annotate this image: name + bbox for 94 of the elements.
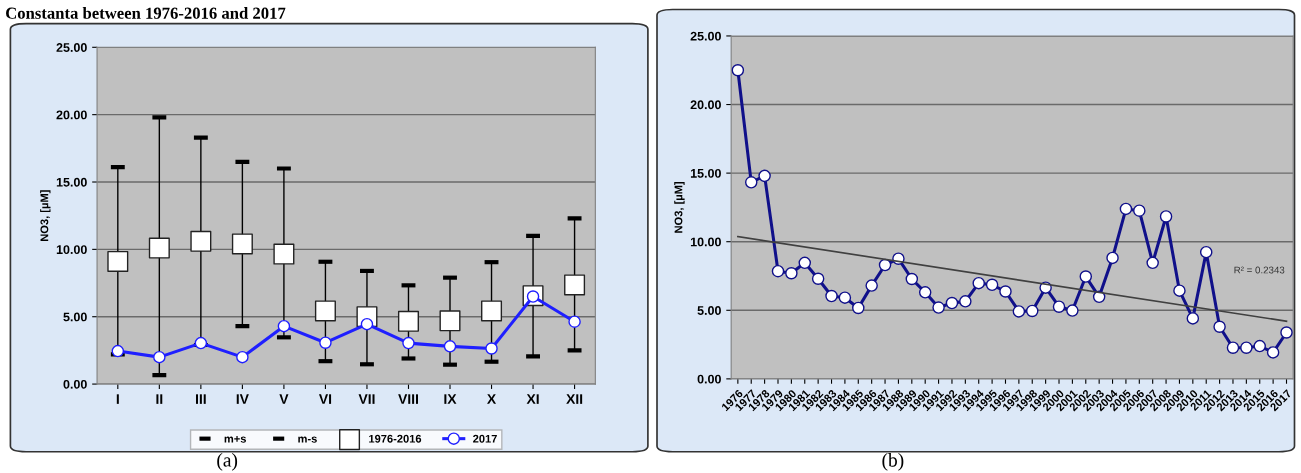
text: (a) xyxy=(217,453,238,471)
point xyxy=(852,301,865,315)
point xyxy=(1012,305,1026,318)
point xyxy=(319,336,332,349)
point xyxy=(443,340,457,353)
y-tick-label: 0.00 xyxy=(63,379,87,389)
point xyxy=(731,63,745,77)
point xyxy=(111,344,125,358)
point xyxy=(148,237,170,259)
legend-label: 1976-2016 xyxy=(369,434,422,443)
point xyxy=(153,350,166,364)
point xyxy=(402,336,415,350)
x-tick-label: IX xyxy=(444,394,457,404)
point xyxy=(785,267,798,280)
point xyxy=(798,256,812,270)
y-tick-label: 10.00 xyxy=(690,237,721,247)
point xyxy=(1133,204,1146,217)
point xyxy=(481,300,503,322)
point xyxy=(1052,300,1066,313)
x-tick-label: II xyxy=(156,394,163,404)
point xyxy=(1146,256,1159,270)
point xyxy=(1186,312,1200,325)
text: Constanta between 1976-2016 and 2017 xyxy=(6,7,286,19)
x-tick-label: X xyxy=(487,394,497,404)
text: (b) xyxy=(882,453,904,471)
point xyxy=(314,300,336,322)
point xyxy=(918,286,932,299)
point xyxy=(825,289,838,303)
point xyxy=(999,285,1012,298)
y-tick-label: 0.00 xyxy=(697,374,721,384)
point xyxy=(1159,210,1173,223)
annotation: R² = 0.2343 xyxy=(1234,266,1285,274)
point xyxy=(758,169,771,183)
y-tick-label: 10.00 xyxy=(56,245,87,255)
point xyxy=(1066,304,1079,317)
point xyxy=(1079,270,1093,283)
y-tick-label: 20.00 xyxy=(690,100,721,110)
point xyxy=(985,278,999,292)
y-tick-label: 15.00 xyxy=(56,177,87,187)
y-tick-label: 20.00 xyxy=(56,110,87,120)
point xyxy=(1025,304,1039,318)
point xyxy=(439,310,461,332)
point xyxy=(811,272,825,285)
point xyxy=(771,264,785,278)
x-tick-label: VIII xyxy=(398,394,418,404)
x-tick-label: VII xyxy=(358,394,375,404)
point xyxy=(959,295,972,308)
point xyxy=(1253,339,1266,353)
x-tick-label: VI xyxy=(318,394,332,404)
point xyxy=(273,243,295,265)
point xyxy=(1213,320,1226,333)
point xyxy=(905,272,919,286)
point xyxy=(1226,341,1240,354)
point xyxy=(744,176,758,189)
x-tick-label: I xyxy=(116,394,119,404)
point xyxy=(945,296,959,310)
legend-label: 2017 xyxy=(473,434,497,443)
y-tick-label: 25.00 xyxy=(56,43,87,52)
text: m+s xyxy=(224,436,246,443)
x-tick-label: V xyxy=(279,394,289,404)
y-tick-label: 15.00 xyxy=(690,168,721,178)
point xyxy=(878,258,892,272)
y-axis-title: NO3, [µM] xyxy=(40,190,51,241)
point xyxy=(190,230,212,252)
point xyxy=(1280,326,1293,339)
y-axis-title: NO3, [µM] xyxy=(674,181,685,233)
point xyxy=(360,317,374,331)
x-tick-label: III xyxy=(196,394,206,404)
point xyxy=(231,233,253,255)
y-tick-label: 5.00 xyxy=(697,306,721,315)
point xyxy=(932,301,945,314)
point xyxy=(1119,202,1133,216)
x-tick-label: XI xyxy=(526,394,539,404)
point xyxy=(236,350,249,364)
point xyxy=(1173,284,1186,297)
y-tick-label: 25.00 xyxy=(690,31,721,41)
point xyxy=(1199,245,1213,259)
point xyxy=(397,310,419,332)
point xyxy=(107,250,129,273)
point xyxy=(972,276,985,290)
point xyxy=(865,279,878,292)
point xyxy=(568,315,581,328)
point xyxy=(485,342,498,355)
x-tick-label: IV xyxy=(236,394,249,404)
point xyxy=(1240,341,1253,354)
point xyxy=(564,274,586,296)
point xyxy=(194,336,208,350)
point xyxy=(838,291,852,304)
y-tick-label: 5.00 xyxy=(63,312,87,322)
text: m-s xyxy=(298,436,317,443)
point xyxy=(1106,251,1119,265)
point xyxy=(277,319,291,333)
point xyxy=(1266,346,1280,359)
x-tick-label: XII xyxy=(566,394,583,404)
